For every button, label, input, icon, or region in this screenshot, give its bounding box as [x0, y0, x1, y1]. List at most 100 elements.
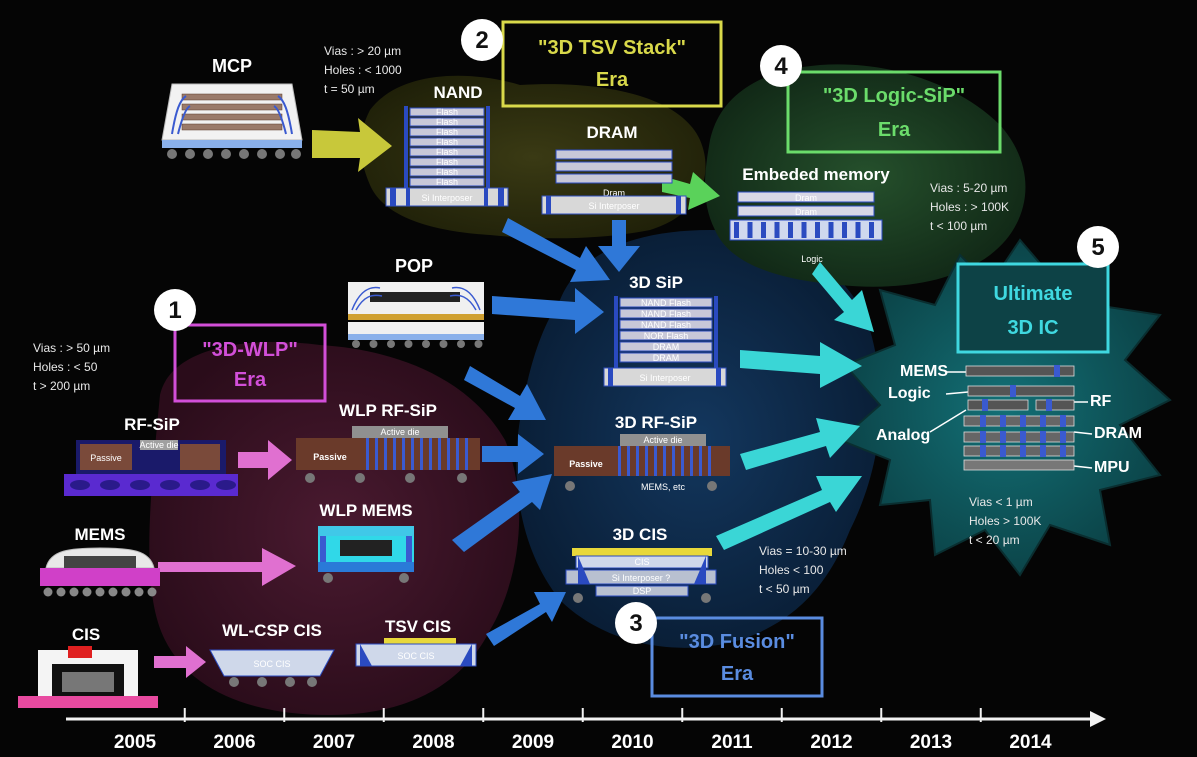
sip-die [619, 330, 713, 341]
sip-die [619, 341, 713, 352]
nand-tsv [486, 106, 490, 188]
timeline-year-label: 2008 [412, 732, 454, 753]
sip-die-label: NAND Flash [641, 298, 691, 308]
mems-solder-ball [43, 587, 53, 597]
rf3d-via [690, 446, 693, 476]
svg-text:SOC CIS: SOC CIS [253, 659, 290, 669]
ultimate-layer-stack: MEMS Logic Analog RF DRAM MPU [876, 363, 1142, 476]
svg-text:Holes : > 100K: Holes : > 100K [930, 200, 1009, 214]
svg-text:Passive: Passive [313, 452, 347, 462]
sip-die-label: DRAM [653, 342, 680, 352]
svg-text:4: 4 [774, 53, 788, 80]
ultimate-layer [963, 431, 1075, 443]
timeline-year-label: 2011 [711, 732, 753, 753]
ultimate-via [1020, 445, 1026, 457]
sip-tsv [614, 296, 618, 368]
embedded-via [815, 222, 820, 238]
era-box-4: "3D Logic-SiP" Era [786, 70, 1002, 154]
arrow-wlprf-to-rfsip [482, 434, 544, 474]
svg-text:Active die: Active die [139, 440, 178, 450]
timeline-year-label: 2014 [1009, 732, 1052, 753]
svg-text:3D RF-SiP: 3D RF-SiP [615, 413, 697, 432]
svg-text:t < 100 µm: t < 100 µm [930, 219, 987, 233]
era-badge-4: 4 [760, 45, 802, 87]
rf3d-via [627, 446, 630, 476]
timeline-year-label: 2009 [512, 732, 554, 753]
svg-text:RF-SiP: RF-SiP [124, 415, 180, 434]
svg-text:SOC CIS: SOC CIS [397, 651, 434, 661]
spec-logic: Vias : 5-20 µm Holes : > 100K t < 100 µm [930, 181, 1009, 233]
era-1-subtitle: Era [234, 369, 267, 391]
ultimate-via [1020, 415, 1026, 427]
svg-text:MCP: MCP [212, 56, 252, 76]
embedded-via [747, 222, 753, 238]
ultimate-layer [1035, 399, 1075, 411]
nand-flash-label: Flash [436, 107, 458, 117]
svg-text:Holes > 100K: Holes > 100K [969, 514, 1041, 528]
nand-flash-label: Flash [436, 117, 458, 127]
mems-solder-ball [147, 587, 157, 597]
svg-text:Analog: Analog [876, 427, 930, 444]
nand-flash-die [409, 147, 485, 157]
arrow-cis-to-ultimate [716, 476, 862, 550]
arrow-mems-to-wlp [158, 548, 296, 586]
mems-solder-ball [69, 587, 79, 597]
wlp-rf-via [465, 438, 468, 470]
ultimate-layer [967, 399, 1029, 411]
timeline-year-label: 2005 [114, 732, 157, 753]
wlp-rf-via [402, 438, 405, 470]
embedded-via [788, 222, 793, 238]
sip-die [619, 319, 713, 330]
arrow-dram-to-logic [662, 172, 720, 210]
ultimate-via [980, 445, 986, 457]
package-dram: DRAM Dram Si Interposer [541, 123, 687, 215]
era-4-title: "3D Logic-SiP" [823, 85, 965, 107]
svg-text:Holes < 100: Holes < 100 [759, 563, 824, 577]
ultimate-layer [967, 385, 1075, 397]
ultimate-via [1020, 431, 1026, 443]
package-3d-cis: 3D CIS CIS Si Interposer ? DSP [565, 525, 717, 603]
sip-tsv [714, 296, 718, 368]
svg-text:Holes : < 1000: Holes : < 1000 [324, 63, 402, 77]
pop-solder-ball [387, 340, 395, 348]
nand-flash-die [409, 177, 485, 187]
ultimate-layer [963, 445, 1075, 457]
svg-text:Active die: Active die [380, 427, 419, 437]
svg-text:t < 50 µm: t < 50 µm [759, 582, 810, 596]
svg-text:RF: RF [1090, 393, 1112, 410]
ultimate-via [1010, 385, 1016, 397]
nand-flash-label: Flash [436, 167, 458, 177]
ultimate-via [980, 415, 986, 427]
rf3d-via [654, 446, 657, 476]
svg-text:Passive: Passive [90, 453, 122, 463]
wlp-rf-via [375, 438, 378, 470]
embedded-via [774, 222, 780, 238]
spec-ultimate: Vias < 1 µm Holes > 100K t < 20 µm [969, 495, 1041, 547]
era-badge-1: 1 [154, 289, 196, 331]
arrow-mcp-to-tsv [312, 118, 392, 172]
sip-die-label: DRAM [653, 353, 680, 363]
svg-text:CIS: CIS [72, 625, 100, 644]
svg-text:POP: POP [395, 256, 433, 276]
svg-text:t < 20 µm: t < 20 µm [969, 533, 1020, 547]
ultimate-via [1060, 431, 1066, 443]
timeline-year-label: 2013 [910, 732, 952, 753]
era-box-1: "3D-WLP" Era [173, 323, 327, 403]
era-badge-2: 2 [461, 19, 503, 61]
wlp-rf-via [456, 438, 459, 470]
arrow-cis-to-wlp [154, 646, 206, 678]
embedded-via [761, 222, 766, 238]
svg-text:WLP MEMS: WLP MEMS [319, 501, 412, 520]
migration-arrows [154, 118, 874, 678]
era-2-title: "3D TSV Stack" [538, 37, 686, 59]
package-mcp: MCP [161, 56, 303, 159]
era-3-title: "3D Fusion" [679, 631, 795, 653]
svg-text:Logic: Logic [888, 385, 931, 402]
embedded-via [801, 222, 807, 238]
rf3d-via [618, 446, 621, 476]
rf3d-via [699, 446, 702, 476]
svg-text:1: 1 [168, 297, 181, 324]
svg-text:Dram: Dram [795, 207, 817, 217]
embedded-via [828, 222, 834, 238]
